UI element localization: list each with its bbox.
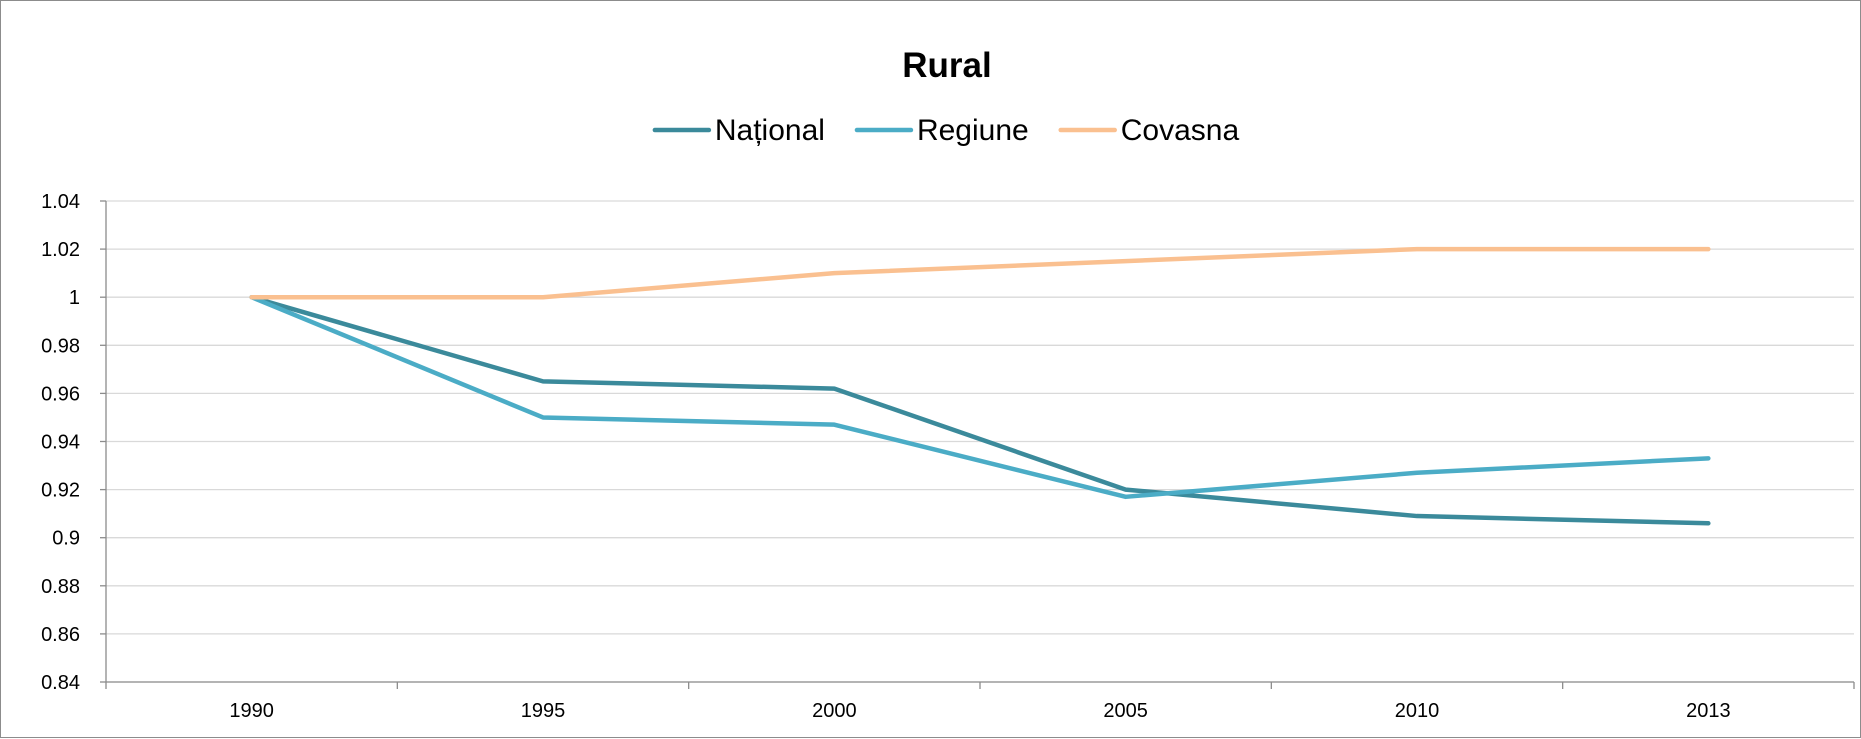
x-tick-label: 2005 — [1103, 700, 1148, 722]
y-tick-label: 1 — [69, 287, 80, 309]
y-tick-label: 0.92 — [41, 480, 80, 502]
chart-title: Rural — [902, 46, 991, 85]
series-line-3 — [249, 246, 1711, 300]
series-lines — [249, 246, 1711, 526]
x-tick-label: 2013 — [1686, 700, 1731, 722]
x-tick-label: 1990 — [229, 700, 274, 722]
legend: Național Regiune Covasna — [652, 114, 1240, 147]
x-tick-label: 1995 — [521, 700, 566, 722]
y-tick-label: 1.04 — [41, 191, 80, 213]
x-tick-label: 2010 — [1395, 700, 1440, 722]
y-tick-label: 1.02 — [41, 239, 80, 261]
legend-label-3: Covasna — [1121, 114, 1240, 147]
y-tick-label: 0.98 — [41, 335, 80, 357]
y-tick-label: 0.86 — [41, 624, 80, 646]
y-tick-label: 0.84 — [41, 672, 80, 694]
gridlines — [106, 200, 1854, 683]
legend-label-2: Regiune — [917, 114, 1029, 147]
y-tick-label: 0.96 — [41, 383, 80, 405]
series-line-2 — [249, 294, 1711, 500]
legend-label-1: Național — [715, 114, 825, 147]
x-tick-label: 2000 — [812, 700, 857, 722]
series-line-1 — [249, 294, 1711, 526]
y-tick-label: 0.9 — [52, 528, 80, 550]
y-tick-label: 0.88 — [41, 576, 80, 598]
y-tick-label: 0.94 — [41, 432, 80, 454]
axes: 0.84 0.86 0.88 0.9 0.92 0.94 0.96 0.98 1 1.02 1.04… — [41, 191, 1855, 722]
